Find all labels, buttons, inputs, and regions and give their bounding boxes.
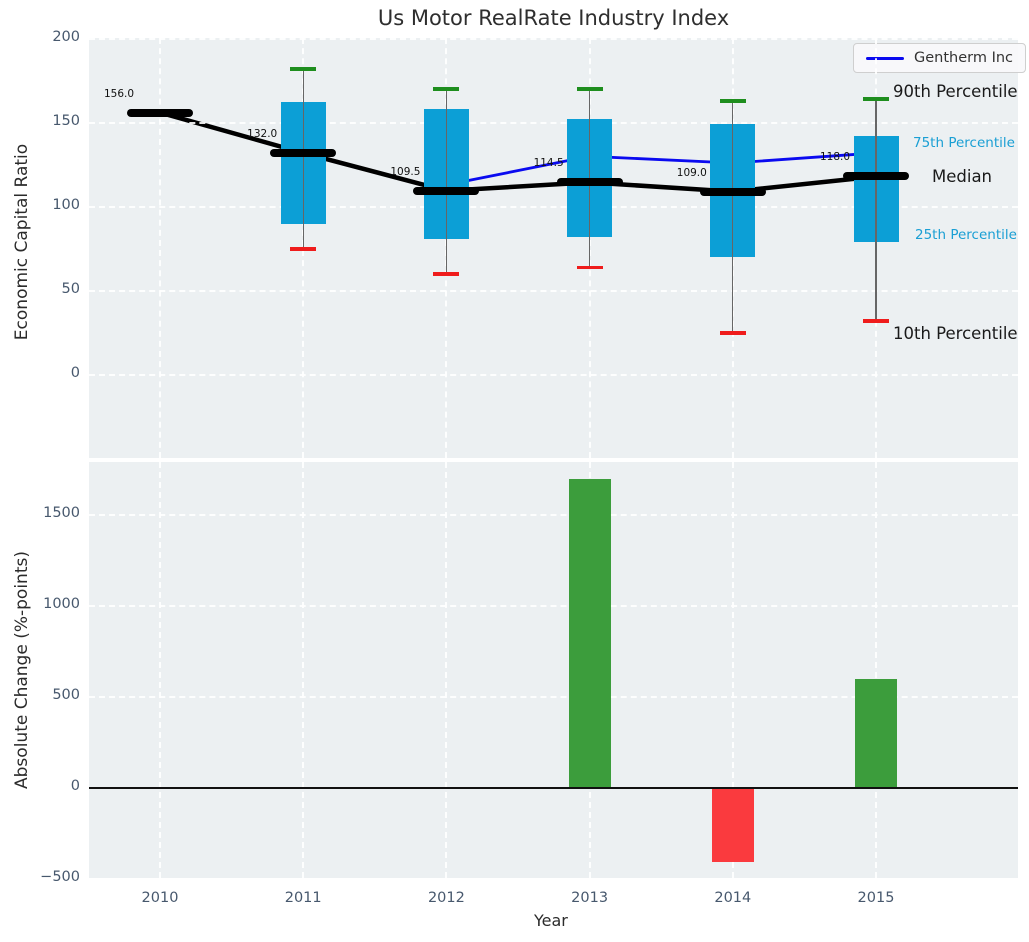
label-median: Median (932, 167, 993, 186)
gridline-vertical (159, 38, 161, 458)
gridline-horizontal (89, 289, 1018, 292)
whisker-cap-10th (576, 265, 603, 270)
top-y-tick-label: 200 (52, 28, 80, 45)
x-tick-label: 2011 (284, 890, 322, 906)
whisker-cap-90th (576, 87, 603, 91)
legend-label: Gentherm Inc (914, 50, 1014, 66)
label-75th-percentile: 75th Percentile (913, 135, 1015, 151)
bar-positive (568, 478, 611, 789)
median-marker (270, 148, 337, 157)
top-y-tick-label: 100 (52, 196, 80, 213)
bottom-y-axis-label: Absolute Change (%-points) (12, 551, 32, 789)
label-90th-percentile: 90th Percentile (893, 82, 1018, 101)
whisker-stem (588, 88, 591, 268)
whisker-cap-90th (863, 97, 889, 101)
legend-line-sample (866, 56, 904, 60)
x-tick-label: 2014 (714, 890, 752, 906)
median-marker (413, 186, 480, 195)
gridline-horizontal (89, 121, 1018, 124)
median-marker (843, 172, 909, 181)
bar-positive (855, 678, 897, 789)
bottom-y-tick-label: 1000 (43, 596, 80, 612)
x-tick-label: 2012 (427, 890, 465, 906)
top-y-tick-label: 0 (70, 365, 80, 382)
top-y-axis-label: Economic Capital Ratio (12, 143, 32, 341)
x-axis-label: Year (534, 911, 568, 930)
whisker-cap-10th (863, 319, 889, 323)
gridline-vertical (445, 462, 448, 878)
x-tick-label: 2010 (141, 890, 179, 906)
whisker-cap-10th (290, 247, 317, 251)
bottom-y-tick-label: 1500 (43, 504, 80, 521)
gridline-horizontal (89, 513, 1018, 516)
gridline-horizontal (89, 696, 1018, 699)
x-tick-label: 2015 (857, 890, 895, 906)
bar-negative (711, 789, 754, 862)
whisker-stem (445, 88, 448, 275)
median-value-label: 156.0 (103, 87, 135, 100)
whisker-cap-90th (719, 99, 746, 103)
median-value-label: 118.0 (819, 151, 851, 164)
whisker-cap-10th (719, 331, 746, 335)
gridline-horizontal (89, 605, 1018, 607)
label-10th-percentile: 10th Percentile (893, 324, 1018, 343)
median-and-company-lines-svg (157, 110, 882, 194)
gridline-horizontal (89, 37, 1018, 40)
median-trend-line (157, 110, 879, 194)
top-y-tick-label: 150 (52, 112, 80, 129)
gridline-vertical (875, 462, 877, 878)
whisker-stem (875, 99, 877, 322)
gridline-vertical (159, 462, 161, 878)
top-axes: Gentherm Inc 90th Percentile 75th Percen… (89, 37, 1027, 458)
median-value-label: 109.5 (390, 165, 421, 178)
bottom-y-tick-label: −500 (40, 869, 80, 886)
median-value-label: 114.5 (533, 157, 564, 170)
whisker-stem (302, 68, 304, 249)
gridline-horizontal (89, 374, 1018, 377)
median-value-label: 109.0 (676, 166, 707, 179)
gridline-vertical (731, 462, 734, 878)
x-tick-label: 2013 (571, 890, 609, 906)
bottom-y-tick-label: 0 (70, 778, 80, 795)
company-line (446, 151, 877, 187)
gridline-horizontal (89, 205, 1018, 208)
gridline-vertical (302, 462, 305, 878)
whisker-stem (732, 100, 734, 333)
legend-gentherm: Gentherm Inc (853, 43, 1027, 73)
median-marker (699, 187, 766, 196)
whisker-cap-90th (290, 67, 317, 71)
bottom-y-tick-label: 500 (52, 687, 80, 704)
median-marker (127, 108, 193, 117)
median-value-label: 132.0 (247, 127, 278, 140)
zero-line (89, 787, 1018, 789)
label-25th-percentile: 25th Percentile (915, 227, 1017, 243)
top-y-tick-label: 50 (61, 280, 80, 297)
bottom-axes: 2010 2011 2012 2013 2014 2015 (89, 462, 1018, 906)
median-marker (556, 178, 623, 187)
whisker-cap-90th (433, 87, 460, 91)
chart-title: Us Motor RealRate Industry Index (377, 6, 730, 30)
whisker-cap-10th (433, 272, 460, 276)
